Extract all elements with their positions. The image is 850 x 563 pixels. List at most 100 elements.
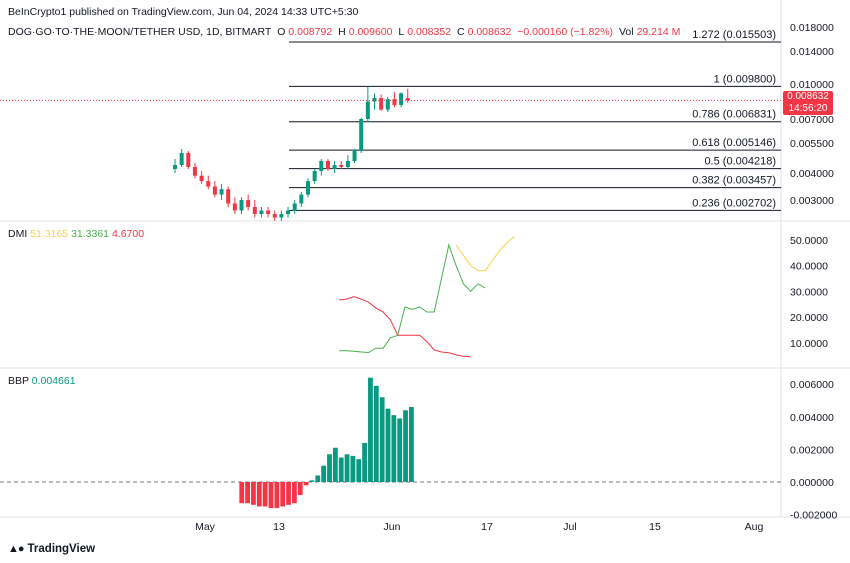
candle <box>279 210 284 221</box>
bbp-bar <box>403 410 408 482</box>
dmi-plus-di-line <box>339 243 486 354</box>
candle <box>339 161 344 169</box>
symbol-title: DOG·GO·TO·THE·MOON/TETHER USD, 1D, BITMA… <box>8 26 683 38</box>
bbp-tick-label: 0.000000 <box>790 477 834 489</box>
price-tick-label: 0.003000 <box>790 195 834 207</box>
bbp-tick-label: 0.002000 <box>790 444 834 456</box>
bbp-bar <box>356 459 362 482</box>
time-tick-label: 17 <box>481 521 493 533</box>
bbp-bar <box>385 408 391 482</box>
symbol-name[interactable]: DOG·GO·TO·THE·MOON/TETHER USD, 1D, BITMA… <box>8 26 272 38</box>
time-tick-label: 13 <box>273 521 285 533</box>
close-value: 0.008632 <box>467 26 512 38</box>
dmi-adx-line <box>455 236 515 272</box>
time-tick-label: Aug <box>745 521 764 533</box>
candle <box>266 207 271 218</box>
candle <box>345 155 350 169</box>
dmi-plus-value: 31.3361 <box>71 228 110 240</box>
dmi-legend[interactable]: DMI 51.3165 31.3361 4.6700 <box>8 228 144 240</box>
bbp-bar <box>362 442 367 482</box>
dmi-tick-label: 40.0000 <box>790 261 828 273</box>
dmi-tick-label: 10.0000 <box>790 338 828 350</box>
candle <box>206 175 211 190</box>
bbp-bar <box>268 482 274 509</box>
candle <box>379 94 384 111</box>
bbp-tick-label: 0.004000 <box>790 412 834 424</box>
candle <box>173 159 177 173</box>
price-tick-label: 0.014000 <box>790 46 834 58</box>
candle <box>299 191 304 207</box>
candle <box>292 200 297 214</box>
candle <box>286 207 291 218</box>
open-value: 0.008792 <box>288 26 333 38</box>
bbp-bar <box>297 482 303 496</box>
last-price: 0.008632 <box>787 91 829 102</box>
bbp-label: BBP <box>8 375 29 387</box>
fibonacci-levels: 1.272 (0.015503) 1 (0.009800) 0.786 (0.006… <box>289 29 781 211</box>
fib-level-label: 0.382 (0.003457) <box>692 175 776 187</box>
bbp-bar <box>321 465 327 482</box>
tradingview-logo-text: TradingView <box>27 543 96 555</box>
candle <box>246 194 251 211</box>
candle <box>179 149 184 167</box>
dmi-minus-di-line <box>339 296 471 358</box>
bbp-bar <box>338 457 344 482</box>
time-tick-label: Jul <box>563 521 576 533</box>
high-value: 0.009600 <box>348 26 393 38</box>
bbp-bar <box>245 482 250 504</box>
candlestick-series <box>0 86 781 221</box>
dmi-minus-value: 4.6700 <box>111 228 145 240</box>
candle <box>306 178 310 198</box>
fib-level-label: 0.618 (0.005146) <box>692 137 776 149</box>
bbp-bar <box>344 454 350 482</box>
price-tick-label: 0.010000 <box>790 79 834 91</box>
bbp-bar <box>303 482 309 486</box>
fib-level-label: 1.272 (0.015503) <box>692 29 776 41</box>
candle <box>272 210 277 221</box>
candle <box>212 181 217 198</box>
candle <box>239 197 244 214</box>
change-value: −0.000160 (−1.82%) <box>517 26 614 38</box>
dmi-label: DMI <box>8 228 28 240</box>
bbp-bar <box>286 482 291 505</box>
candle <box>192 163 197 179</box>
candle <box>352 149 357 163</box>
candle <box>405 88 410 103</box>
bbp-bar <box>280 482 286 507</box>
candle <box>186 151 191 169</box>
price-axis[interactable]: 0.018000 0.014000 0.010000 0.007000 0.005500… <box>790 22 834 207</box>
bbp-bar <box>327 454 332 482</box>
bbp-value: 0.004661 <box>31 375 76 387</box>
candle <box>319 159 324 176</box>
time-tick-label: Jun <box>384 521 401 533</box>
vol-value: 29.214 M <box>636 26 681 38</box>
dmi-tick-label: 30.0000 <box>790 286 828 298</box>
candle <box>325 159 330 171</box>
time-axis[interactable]: May 13 Jun 17 Jul 15 Aug <box>195 521 763 533</box>
bbp-bar <box>274 482 280 509</box>
bbp-bar <box>350 455 356 482</box>
tradingview-mark-icon: ▲● <box>8 543 25 555</box>
candle <box>252 200 257 218</box>
bbp-bar <box>239 482 245 504</box>
tradingview-logo[interactable]: ▲● TradingView <box>8 543 95 555</box>
candle <box>392 92 397 108</box>
last-price-tag: 0.008632 14:56:20 <box>783 91 833 115</box>
candle <box>219 183 224 200</box>
vol-label: Vol <box>618 26 634 38</box>
bbp-legend[interactable]: BBP 0.004661 <box>8 375 76 387</box>
price-tick-label: 0.018000 <box>790 22 834 34</box>
fib-level-label: 0.236 (0.002702) <box>692 197 776 209</box>
bbp-bar <box>251 482 256 505</box>
low-label: L <box>398 26 405 38</box>
bbp-bar <box>309 480 315 482</box>
high-label: H <box>338 26 346 38</box>
bbp-bar <box>409 407 414 482</box>
candle <box>332 161 337 173</box>
bbp-bar <box>256 482 262 507</box>
candle <box>199 171 204 184</box>
candle <box>385 96 390 112</box>
bbp-bar <box>332 447 338 482</box>
low-value: 0.008352 <box>407 26 452 38</box>
